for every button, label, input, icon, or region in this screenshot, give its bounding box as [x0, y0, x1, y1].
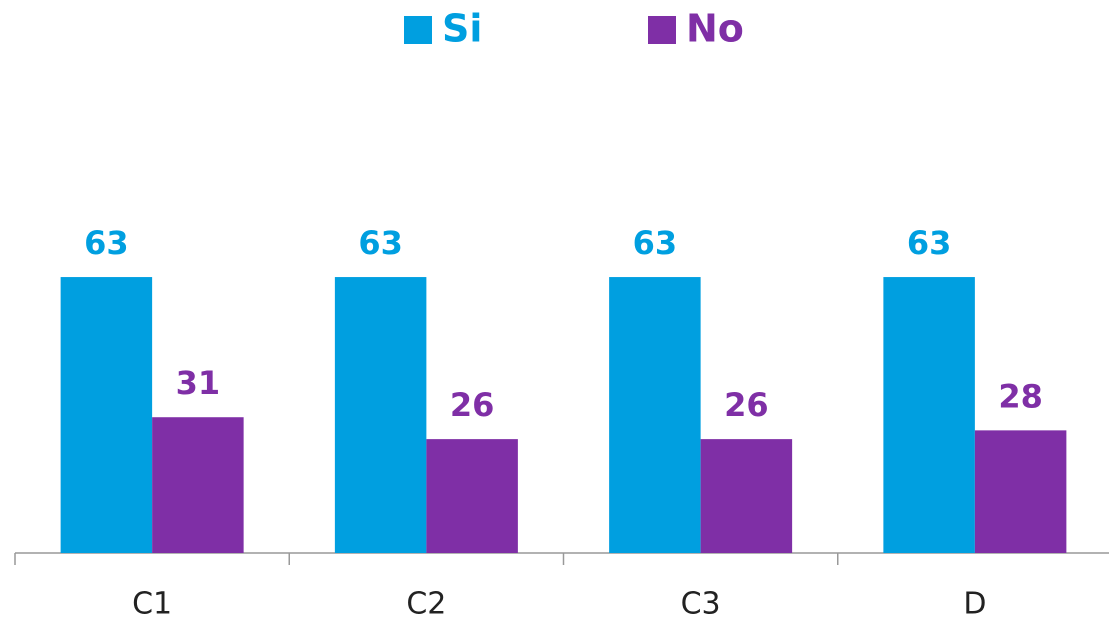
legend-label: No [686, 7, 744, 51]
data-label: 26 [724, 386, 769, 424]
bar [60, 277, 153, 553]
bar [609, 277, 701, 553]
bar [426, 439, 518, 553]
legend-swatch [648, 16, 676, 44]
data-label: 26 [450, 386, 495, 424]
x-tick-label: C2 [406, 587, 446, 621]
data-label: 63 [84, 224, 129, 262]
data-label: 63 [633, 224, 678, 262]
data-label: 63 [358, 224, 403, 262]
bar [152, 417, 244, 553]
bar [883, 277, 975, 553]
data-label: 31 [176, 364, 221, 402]
bar [700, 439, 793, 553]
bar [334, 277, 427, 553]
legend-swatch [404, 16, 432, 44]
bar [974, 430, 1067, 553]
x-tick-label: C3 [681, 587, 721, 621]
x-tick-label: C1 [132, 587, 172, 621]
x-tick-label: D [963, 587, 986, 621]
legend-label: Si [442, 7, 482, 51]
data-label: 63 [907, 224, 952, 262]
data-label: 28 [998, 377, 1043, 415]
